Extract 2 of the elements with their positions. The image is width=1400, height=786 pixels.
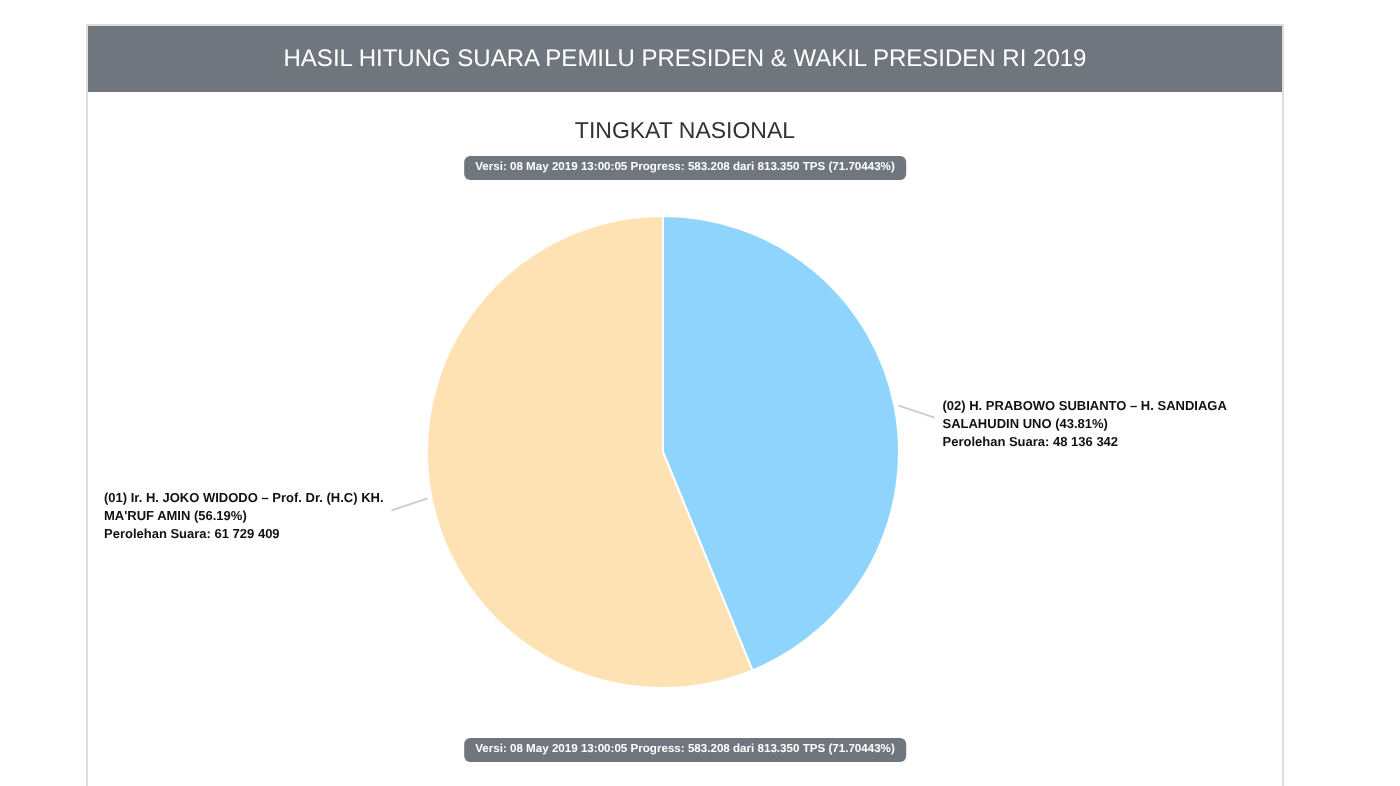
chart-title: HASIL HITUNG SUARA PEMILU PRESIDEN & WAKIL PRESIDEN RI 2019 <box>88 26 1282 92</box>
chart-subtitle: TINGKAT NASIONAL <box>572 120 798 144</box>
